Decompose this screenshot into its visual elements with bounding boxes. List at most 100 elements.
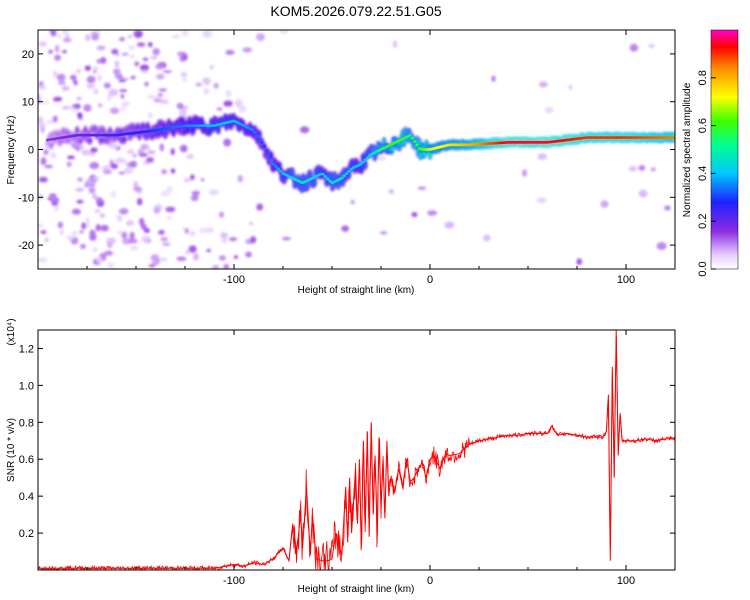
noise-blob — [44, 164, 53, 169]
ridge-mid — [305, 182, 310, 189]
noise-blob — [96, 59, 102, 64]
noise-blob — [86, 75, 96, 84]
noise-blob — [158, 88, 168, 92]
noise-blob — [141, 235, 151, 244]
ridge-mid — [156, 130, 161, 137]
colorbar: 0.0 0.2 0.4 0.6 0.8 Normalized spectral ampl… — [682, 29, 739, 277]
noise-blob — [491, 75, 496, 82]
noise-blob — [638, 189, 648, 198]
ridge-mid — [162, 122, 167, 129]
noise-blob — [153, 206, 161, 214]
chart-title: KOM5.2026.079.22.51.G05 — [270, 3, 441, 19]
colorbar-ticks: 0.0 0.2 0.4 0.6 0.8 — [697, 70, 716, 277]
noise-blob — [146, 157, 155, 163]
noise-blob — [95, 197, 103, 203]
noise-blob — [46, 119, 55, 125]
noise-blob — [104, 250, 114, 256]
noise-blob — [185, 249, 191, 255]
noise-blob — [427, 210, 438, 216]
noise-blob — [126, 220, 134, 226]
snr-line — [38, 330, 675, 569]
noise-blob — [146, 94, 157, 99]
noise-blob — [38, 96, 42, 105]
snr-y-label: SNR (10 * v/v) — [6, 418, 17, 482]
ridge-core — [267, 154, 271, 157]
noise-blob — [71, 142, 80, 149]
ridge-core — [347, 169, 351, 173]
ridge-core — [340, 176, 344, 180]
noise-blob — [176, 256, 187, 262]
noise-blob — [212, 264, 220, 269]
x-tick-label: -100 — [223, 274, 245, 286]
noise-blob — [568, 85, 573, 90]
y-tick-label: 1.2 — [19, 343, 34, 355]
noise-blob — [279, 30, 289, 35]
ridge-mid — [171, 129, 176, 136]
noise-blob — [192, 252, 199, 261]
spectrogram-x-label: Height of straight line (km) — [298, 285, 415, 296]
noise-blob — [199, 227, 208, 234]
noise-blob — [114, 60, 120, 68]
ridge-mid — [402, 139, 407, 146]
noise-blob — [90, 147, 98, 153]
noise-blob — [65, 236, 75, 240]
noise-blob — [52, 98, 58, 102]
x-tick-label: -100 — [223, 575, 245, 587]
noise-blob — [57, 80, 66, 86]
noise-blob — [156, 73, 165, 80]
colorbar-tick-label: 0.4 — [697, 166, 709, 181]
colorbar-tick-label: 0.8 — [697, 70, 709, 85]
noise-blob — [225, 89, 232, 97]
noise-blob — [76, 199, 84, 204]
noise-blob — [38, 41, 48, 47]
noise-blob — [165, 206, 176, 213]
noise-blob — [100, 224, 109, 232]
noise-blob — [186, 153, 194, 160]
noise-blob — [223, 100, 233, 107]
noise-blob — [256, 203, 264, 211]
noise-blob — [111, 48, 119, 55]
noise-blob — [108, 142, 119, 150]
noise-blob — [127, 238, 138, 244]
noise-blob — [190, 194, 199, 202]
noise-blob — [59, 229, 64, 236]
noise-blob — [392, 40, 398, 48]
noise-blob — [350, 199, 355, 205]
ridge-mid — [75, 127, 80, 134]
noise-blob — [81, 149, 91, 156]
ridge-core — [269, 158, 274, 162]
noise-blob — [54, 45, 59, 53]
noise-blob — [92, 176, 100, 181]
noise-blob — [181, 30, 189, 37]
noise-blob — [91, 33, 100, 41]
ridge-core — [361, 160, 365, 164]
noise-blob — [161, 169, 168, 175]
noise-blob — [189, 230, 196, 237]
noise-blob — [139, 64, 150, 72]
noise-blob — [162, 69, 173, 74]
noise-blob — [538, 81, 548, 88]
noise-blob — [190, 174, 195, 181]
noise-blob — [379, 231, 388, 235]
noise-blob — [150, 55, 158, 60]
y-tick-label: 10 — [22, 97, 34, 109]
noise-blob — [220, 232, 228, 239]
noise-blob — [229, 237, 238, 242]
noise-blob — [70, 74, 77, 81]
noise-blob — [108, 88, 119, 97]
noise-blob — [38, 223, 44, 228]
noise-blob — [88, 186, 96, 194]
ridge-mid — [363, 161, 368, 168]
noise-blob — [77, 177, 83, 182]
noise-blob — [213, 82, 219, 89]
noise-blob — [223, 263, 230, 269]
noise-blob — [648, 44, 655, 48]
noise-blob — [133, 30, 143, 38]
noise-blob — [223, 138, 232, 147]
ridge-core — [368, 154, 372, 157]
noise-blob — [62, 37, 72, 43]
noise-blob — [159, 143, 165, 152]
ridge-mid — [390, 145, 395, 152]
ridge-core — [271, 162, 276, 166]
noise-blob — [50, 196, 60, 204]
